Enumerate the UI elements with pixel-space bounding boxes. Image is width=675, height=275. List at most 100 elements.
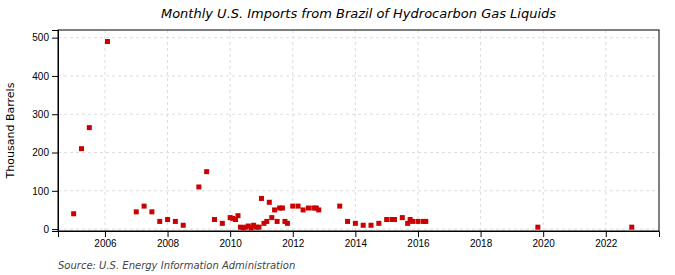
point	[173, 219, 178, 224]
point	[256, 225, 261, 230]
point	[79, 146, 84, 151]
y-axis-line	[52, 31, 59, 232]
point	[196, 184, 201, 189]
plot-frame	[58, 30, 659, 231]
point	[165, 217, 170, 222]
grid-line-x	[292, 30, 293, 231]
point	[267, 200, 272, 205]
x-tick-mark	[293, 231, 294, 237]
grid-line-x	[417, 30, 418, 231]
x-tick: 2008	[157, 231, 180, 249]
point	[269, 215, 274, 220]
point	[306, 206, 311, 211]
grid-line-x	[480, 30, 481, 231]
grid-line-y	[58, 114, 659, 115]
x-tick-mark	[230, 231, 231, 237]
x-tick-label: 2010	[220, 238, 243, 249]
grid	[58, 30, 659, 231]
point	[264, 219, 269, 224]
y-tick: 500	[32, 32, 58, 43]
point	[259, 196, 264, 201]
y-tick-label: 100	[32, 186, 49, 197]
title: Monthly U.S. Imports from Brazil of Hydr…	[161, 6, 556, 21]
point	[376, 221, 381, 226]
point	[361, 223, 366, 228]
x-axis-line	[59, 232, 660, 238]
point	[384, 217, 389, 222]
point	[535, 225, 540, 230]
x-tick-mark	[543, 231, 544, 237]
y-tick: 0	[43, 224, 58, 235]
y-tick-mark	[52, 153, 58, 154]
x-tick: 2014	[345, 231, 368, 249]
x-tick-mark	[481, 231, 482, 237]
point	[157, 219, 162, 224]
x-tick-label: 2018	[470, 238, 493, 249]
x-tick: 2012	[282, 231, 305, 249]
x-tick-mark	[606, 231, 607, 237]
y-tick-label: 300	[32, 109, 49, 120]
grid-line-x	[230, 30, 231, 231]
point	[301, 207, 306, 212]
y-tick: 400	[32, 71, 58, 82]
grid-line-y	[58, 37, 659, 38]
point	[296, 204, 301, 209]
point	[220, 221, 225, 226]
y-tick-mark	[52, 191, 58, 192]
point	[337, 204, 342, 209]
x-tick-label: 2008	[157, 238, 180, 249]
x-tick-label: 2012	[282, 238, 305, 249]
y-tick-label: 500	[32, 32, 49, 43]
point	[275, 219, 280, 224]
point	[369, 223, 374, 228]
x-tick-label: 2016	[407, 238, 430, 249]
x-tick: 2020	[533, 231, 556, 249]
point	[134, 209, 139, 214]
y-tick-label: 200	[32, 147, 49, 158]
grid-line-y	[58, 229, 659, 230]
grid-line-x	[605, 30, 606, 231]
y-tick-mark	[52, 38, 58, 39]
y-tick-mark	[52, 76, 58, 77]
point	[353, 221, 358, 226]
grid-line-x	[167, 30, 168, 231]
x-tick-label: 2020	[533, 238, 556, 249]
point	[392, 217, 397, 222]
point	[423, 219, 428, 224]
y-tick: 200	[32, 147, 58, 158]
y-tick: 100	[32, 186, 58, 197]
x-tick-label: 2022	[595, 238, 618, 249]
x-tick: 2010	[220, 231, 243, 249]
chart: 2006 2008 2010 2012 2014 2016 2018 2020 2022 0 100…	[0, 0, 675, 275]
x-axis: 2006 2008 2010 2012 2014 2016 2018 2020 2022	[59, 231, 660, 249]
point	[280, 206, 285, 211]
point	[290, 204, 295, 209]
x-tick: 2022	[595, 231, 618, 249]
y-tick-mark	[52, 229, 58, 230]
x-tick: 2018	[470, 231, 493, 249]
y-axis: 0 100 200 300 400 500	[32, 31, 58, 235]
point	[71, 211, 76, 216]
point	[400, 215, 405, 220]
y-tick-mark	[52, 114, 58, 115]
grid-line-y	[58, 190, 659, 191]
x-tick-mark	[168, 231, 169, 237]
grid-line-x	[543, 30, 544, 231]
point	[316, 207, 321, 212]
x-tick-mark	[418, 231, 419, 237]
y-tick: 300	[32, 109, 58, 120]
x-tick-label: 2006	[94, 238, 117, 249]
y-tick-label: 0	[43, 224, 49, 235]
point	[272, 207, 277, 212]
point	[345, 219, 350, 224]
grid-line-x	[104, 30, 105, 231]
point	[235, 213, 240, 218]
source-note: Source: U.S. Energy Information Administ…	[58, 260, 295, 271]
point	[105, 39, 110, 44]
point	[212, 217, 217, 222]
y-axis-title: Thousand Barrels	[4, 82, 17, 179]
points	[71, 39, 634, 230]
grid-line-x	[355, 30, 356, 231]
point	[142, 204, 147, 209]
point	[204, 169, 209, 174]
